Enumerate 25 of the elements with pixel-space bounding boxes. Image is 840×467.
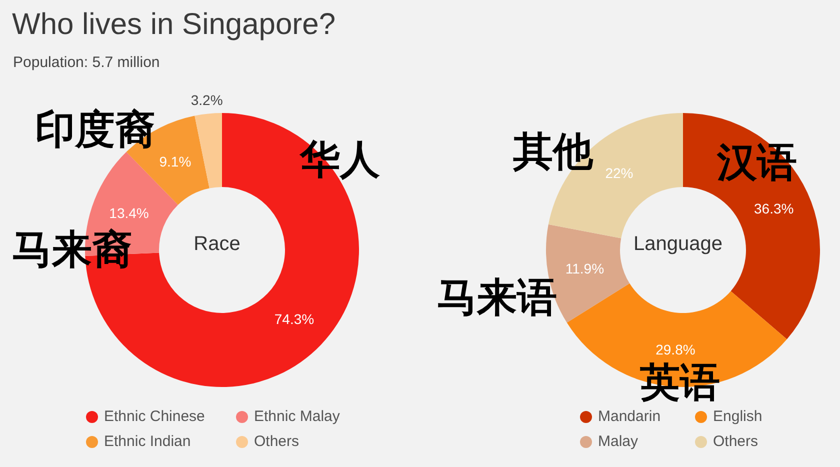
text: Language [632,233,724,256]
legend-label: Others [712,433,760,450]
legend-label: Ethnic Chinese [103,408,206,425]
legend-label: Ethnic Malay [253,408,341,425]
data-label: 13.4% [109,205,149,222]
text: 马来裔 [12,227,132,273]
legend-label: Ethnic Indian [103,433,192,450]
legend-label: English [712,408,764,425]
donut-slice [194,113,222,188]
data-label: 9.1% [159,154,192,170]
data-label: 11.9% [565,260,604,276]
legend-label: Mandarin [597,408,662,425]
legend-label: Malay [597,433,640,450]
chart-subtitle: Population: 5.7 million [13,54,160,71]
text: 马来语 [437,275,557,321]
data-label: 74.3% [274,311,314,328]
text: 其他 [513,129,593,175]
text: Race [192,233,242,256]
data-label: 22% [605,164,634,181]
chart-title: Who lives in Singapore? [12,8,336,42]
legend-label: Others [253,433,300,450]
data-label: 29.8% [656,342,696,358]
text: 印度裔 [35,107,155,153]
data-label: 36.3% [754,200,794,216]
data-label: 3.2% [190,92,223,108]
